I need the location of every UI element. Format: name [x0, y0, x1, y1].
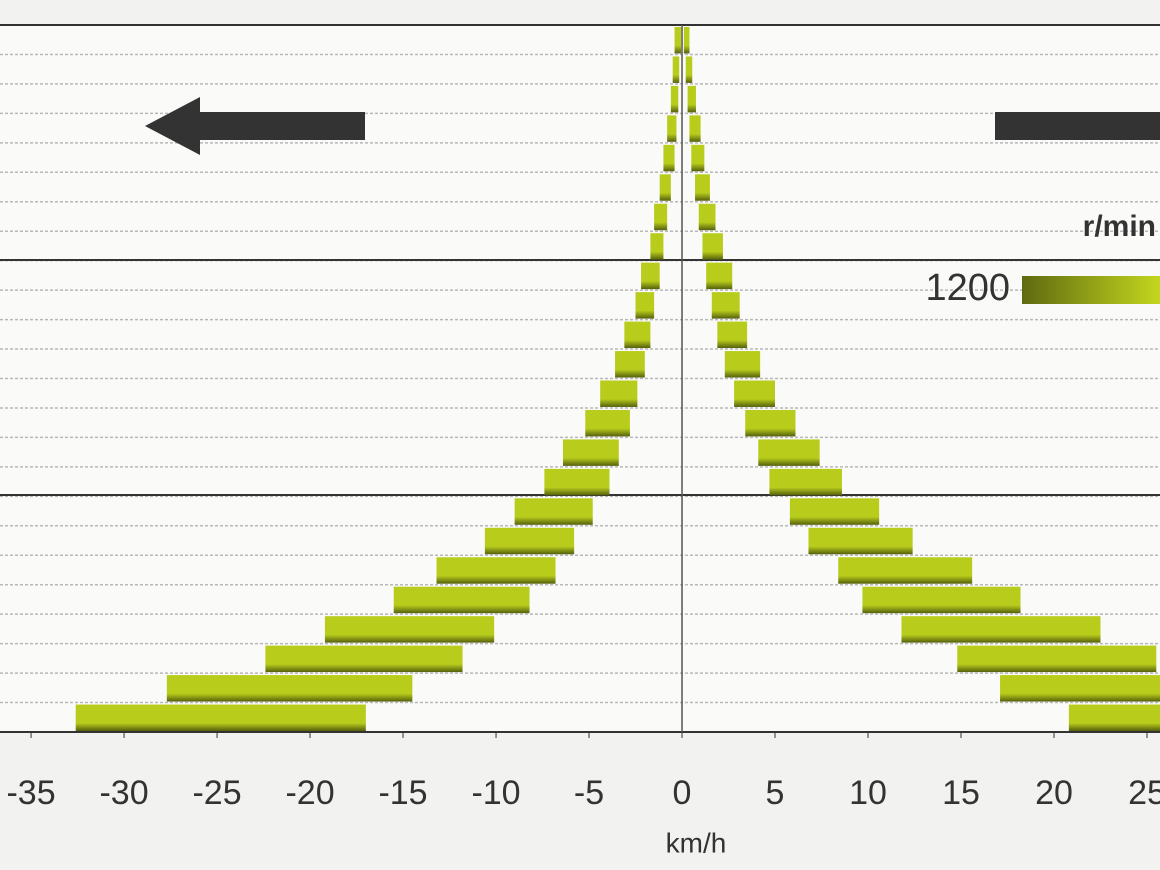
bar [1068, 704, 1160, 731]
forward-arrow [995, 112, 1160, 140]
bar [789, 498, 880, 525]
x-tick-label: -5 [574, 774, 604, 812]
bar [711, 292, 740, 319]
bar [862, 586, 1021, 614]
x-tick-label: 20 [1035, 774, 1073, 812]
bar [901, 616, 1101, 643]
reverse-arrow [145, 97, 365, 155]
bar [654, 203, 668, 231]
bar [659, 174, 671, 201]
bar [808, 527, 913, 555]
bar [641, 262, 660, 290]
bar [683, 27, 690, 54]
bar [514, 498, 593, 525]
bar [670, 85, 679, 113]
x-tick-label: -35 [6, 774, 55, 812]
bar [674, 27, 682, 54]
bar [600, 380, 638, 407]
bar [585, 409, 630, 437]
bar [615, 351, 645, 378]
bar [702, 233, 723, 260]
bar [484, 527, 575, 555]
x-tick-label: -30 [99, 774, 148, 812]
legend-label: 1200 [925, 267, 1010, 309]
bar [562, 439, 619, 466]
bar [635, 292, 655, 319]
x-tick-label: -10 [471, 774, 520, 812]
bar [667, 115, 677, 142]
bar [75, 704, 366, 731]
bar [734, 380, 776, 407]
bar [724, 351, 761, 378]
bar [393, 586, 530, 614]
x-tick-label: 25 [1128, 774, 1160, 812]
x-tick-label: 15 [942, 774, 980, 812]
x-tick-label: 5 [766, 774, 785, 812]
bar [324, 616, 495, 643]
bar [265, 645, 463, 673]
bar [166, 675, 413, 702]
bar [745, 409, 796, 437]
bar [544, 468, 610, 496]
bar [695, 174, 710, 201]
bar [1000, 675, 1160, 702]
x-tick-label: -20 [285, 774, 334, 812]
x-tick-label: 10 [849, 774, 887, 812]
bar [769, 468, 842, 496]
x-tick-label: -15 [378, 774, 427, 812]
bar [717, 321, 748, 349]
x-axis-label: km/h [666, 827, 727, 858]
bar [687, 85, 696, 113]
bar [689, 115, 701, 142]
bar [663, 144, 675, 172]
bar [957, 645, 1157, 673]
bar [436, 557, 556, 584]
bar [698, 203, 716, 231]
x-tick-label: -25 [192, 774, 241, 812]
bar [672, 56, 680, 83]
legend-title: r/min [1083, 210, 1156, 243]
x-tick-label: 0 [673, 774, 692, 812]
bar [706, 262, 733, 290]
bar [685, 56, 693, 83]
bar [758, 439, 820, 466]
bar [650, 233, 664, 260]
legend-swatch [1022, 276, 1160, 304]
bar [691, 144, 705, 172]
bar [838, 557, 973, 584]
bar [624, 321, 651, 349]
